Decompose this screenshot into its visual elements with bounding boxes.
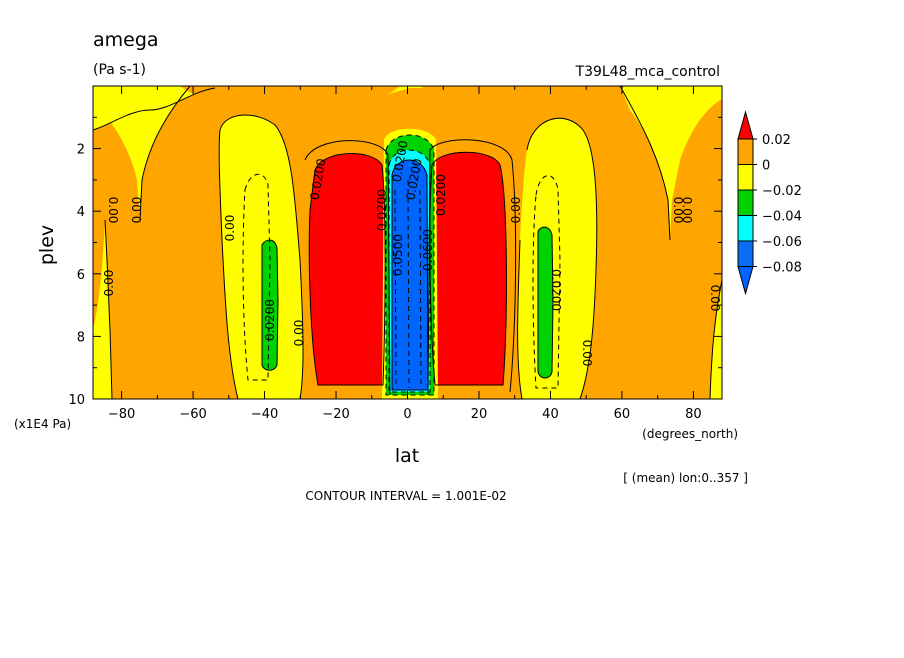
legend-swatch (737, 189, 754, 216)
fill-red-n (429, 152, 507, 385)
x-tick-label: −40 (251, 407, 278, 422)
contour-label: 0.00 (509, 197, 523, 224)
fill-green-n (538, 227, 553, 378)
x-tick-label: −60 (179, 407, 206, 422)
y-axis-units: (x1E4 Pa) (14, 417, 71, 431)
legend-label: −0.02 (762, 184, 802, 199)
contour-interval: CONTOUR INTERVAL = 1.001E-02 (305, 489, 506, 503)
x-axis: −80 −60 −40 −20 0 20 40 60 80 (108, 86, 702, 422)
contour-label: 0.0500 (391, 234, 405, 276)
contour-label: 0.00 (708, 285, 722, 312)
fill-yellow-edge-left (93, 220, 112, 399)
x-axis-units: (degrees_north) (642, 427, 738, 441)
x-tick-label: 60 (614, 407, 631, 422)
contour-label: 0.0200 (263, 299, 277, 341)
plot-area: 0.00 0.00 0.00 0.00 0.00 0.00 0.00 0.020… (93, 86, 722, 399)
legend-arrow-bottom (737, 266, 754, 296)
x-tick-label: −20 (322, 407, 349, 422)
chart-units: (Pa s-1) (93, 62, 146, 78)
legend-swatch (737, 215, 754, 242)
contour-label: 0.00 (102, 270, 116, 297)
fill-core-blue (392, 160, 428, 390)
x-tick-label: 20 (471, 407, 488, 422)
contour-lines-dashed (242, 134, 561, 396)
contour-label: 0.00 (223, 215, 237, 242)
y-tick-label: 8 (77, 330, 85, 345)
region-note: [ (mean) lon:0..357 ] (623, 471, 748, 485)
contour-label: 0.00 (130, 197, 144, 224)
color-legend: 0.02 0 −0.02 −0.04 −0.06 −0.08 (737, 110, 802, 296)
x-tick-label: 0 (403, 407, 411, 422)
legend-swatch (737, 164, 754, 191)
legend-arrow-top (737, 110, 754, 140)
fill-orange-island-1 (180, 86, 400, 114)
legend-label: −0.06 (762, 235, 802, 250)
x-tick-label: 80 (685, 407, 702, 422)
y-axis: 2 4 6 8 10 (68, 116, 722, 408)
contour-label: 0.00 (106, 197, 120, 224)
chart-title: amega (93, 29, 159, 51)
contour-label: 0.0200 (375, 189, 389, 231)
legend-label: −0.08 (762, 261, 802, 276)
y-tick-label: 6 (77, 268, 85, 283)
legend-swatch (737, 138, 754, 165)
fill-yellow-band-n (517, 118, 597, 399)
legend-swatch (737, 240, 754, 267)
experiment-label: T39L48_mca_control (575, 64, 720, 80)
contour-label: 0.00 (680, 197, 694, 224)
y-axis-label: plev (36, 225, 58, 265)
fill-yellow-edge-right (710, 280, 722, 399)
contour-lines (93, 86, 722, 399)
fill-green-s (262, 240, 278, 371)
legend-label: 0.02 (762, 133, 791, 148)
contour-label: 0.00 (292, 320, 306, 347)
contour-label: 0.00 (580, 340, 594, 367)
y-tick-label: 10 (68, 393, 85, 408)
y-tick-label: 2 (77, 143, 85, 158)
legend-label: 0 (762, 159, 770, 174)
fill-orange-island-2 (420, 86, 625, 114)
contour-label: 0.0200 (549, 269, 563, 311)
x-axis-label: lat (395, 445, 419, 467)
contour-label: 0.0200 (434, 174, 448, 216)
fill-yellow-topright (620, 86, 720, 240)
x-tick-label: −80 (108, 407, 135, 422)
legend-label: −0.04 (762, 210, 802, 225)
contour-label: 0.00 (671, 197, 685, 224)
fill-red-s (309, 153, 386, 385)
fill-yellow-band-s (219, 114, 304, 399)
x-tick-label: 40 (542, 407, 559, 422)
contour-label: 0.0600 (421, 229, 435, 271)
y-tick-label: 4 (77, 205, 85, 220)
